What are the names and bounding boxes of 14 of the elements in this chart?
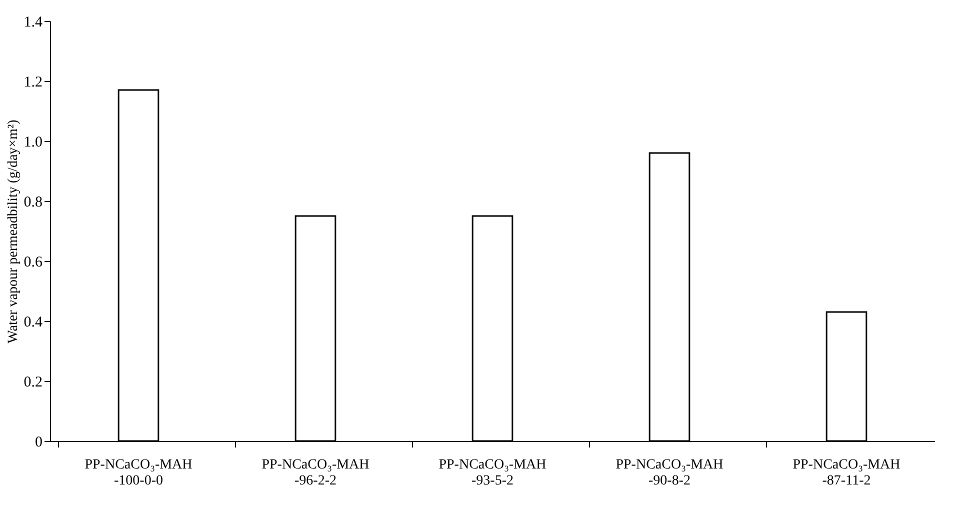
y-tick-label: 0 <box>35 434 42 450</box>
y-tick-label: 1.0 <box>24 134 42 150</box>
y-axis-title: Water vapour permeadbility (g/day×m²) <box>6 119 21 344</box>
y-tick-label: 0.2 <box>24 374 42 390</box>
x-tick-label: PP-NCaCO₃-MAH -96-2-2 <box>262 458 370 488</box>
x-tick-label: PP-NCaCO₃-MAH -100-0-0 <box>84 458 192 488</box>
y-tick-label: 1.4 <box>24 14 43 30</box>
x-tick-label: PP-NCaCO₃-MAH -90-8-2 <box>616 458 724 488</box>
y-tick-label: 1.2 <box>24 74 42 90</box>
y-tick-label: 0.8 <box>24 194 42 210</box>
x-tick-label: PP-NCaCO₃-MAH -93-5-2 <box>438 458 546 488</box>
y-tick-label: 0.4 <box>24 314 43 330</box>
y-tick-label: 0.6 <box>24 254 43 270</box>
x-tick-label: PP-NCaCO₃-MAH -87-11-2 <box>792 458 900 488</box>
